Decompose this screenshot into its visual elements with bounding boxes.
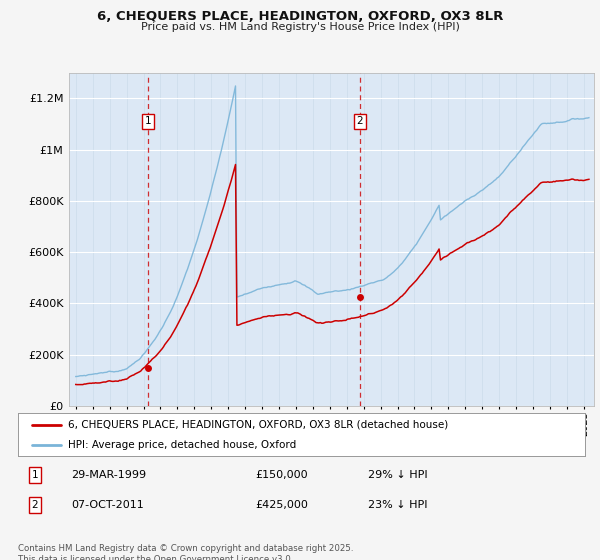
Text: 2: 2 xyxy=(32,500,38,510)
Text: 6, CHEQUERS PLACE, HEADINGTON, OXFORD, OX3 8LR: 6, CHEQUERS PLACE, HEADINGTON, OXFORD, O… xyxy=(97,10,503,23)
Text: HPI: Average price, detached house, Oxford: HPI: Average price, detached house, Oxfo… xyxy=(68,440,296,450)
Text: 1: 1 xyxy=(145,116,151,126)
Text: Price paid vs. HM Land Registry's House Price Index (HPI): Price paid vs. HM Land Registry's House … xyxy=(140,22,460,32)
Text: 1: 1 xyxy=(32,470,38,480)
Text: 2: 2 xyxy=(356,116,363,126)
Text: £425,000: £425,000 xyxy=(255,500,308,510)
Text: 29% ↓ HPI: 29% ↓ HPI xyxy=(368,470,427,480)
Text: £150,000: £150,000 xyxy=(255,470,308,480)
Text: Contains HM Land Registry data © Crown copyright and database right 2025.
This d: Contains HM Land Registry data © Crown c… xyxy=(18,544,353,560)
Text: 6, CHEQUERS PLACE, HEADINGTON, OXFORD, OX3 8LR (detached house): 6, CHEQUERS PLACE, HEADINGTON, OXFORD, O… xyxy=(68,419,448,430)
Text: 23% ↓ HPI: 23% ↓ HPI xyxy=(368,500,427,510)
Text: 29-MAR-1999: 29-MAR-1999 xyxy=(71,470,147,480)
Text: 07-OCT-2011: 07-OCT-2011 xyxy=(71,500,145,510)
